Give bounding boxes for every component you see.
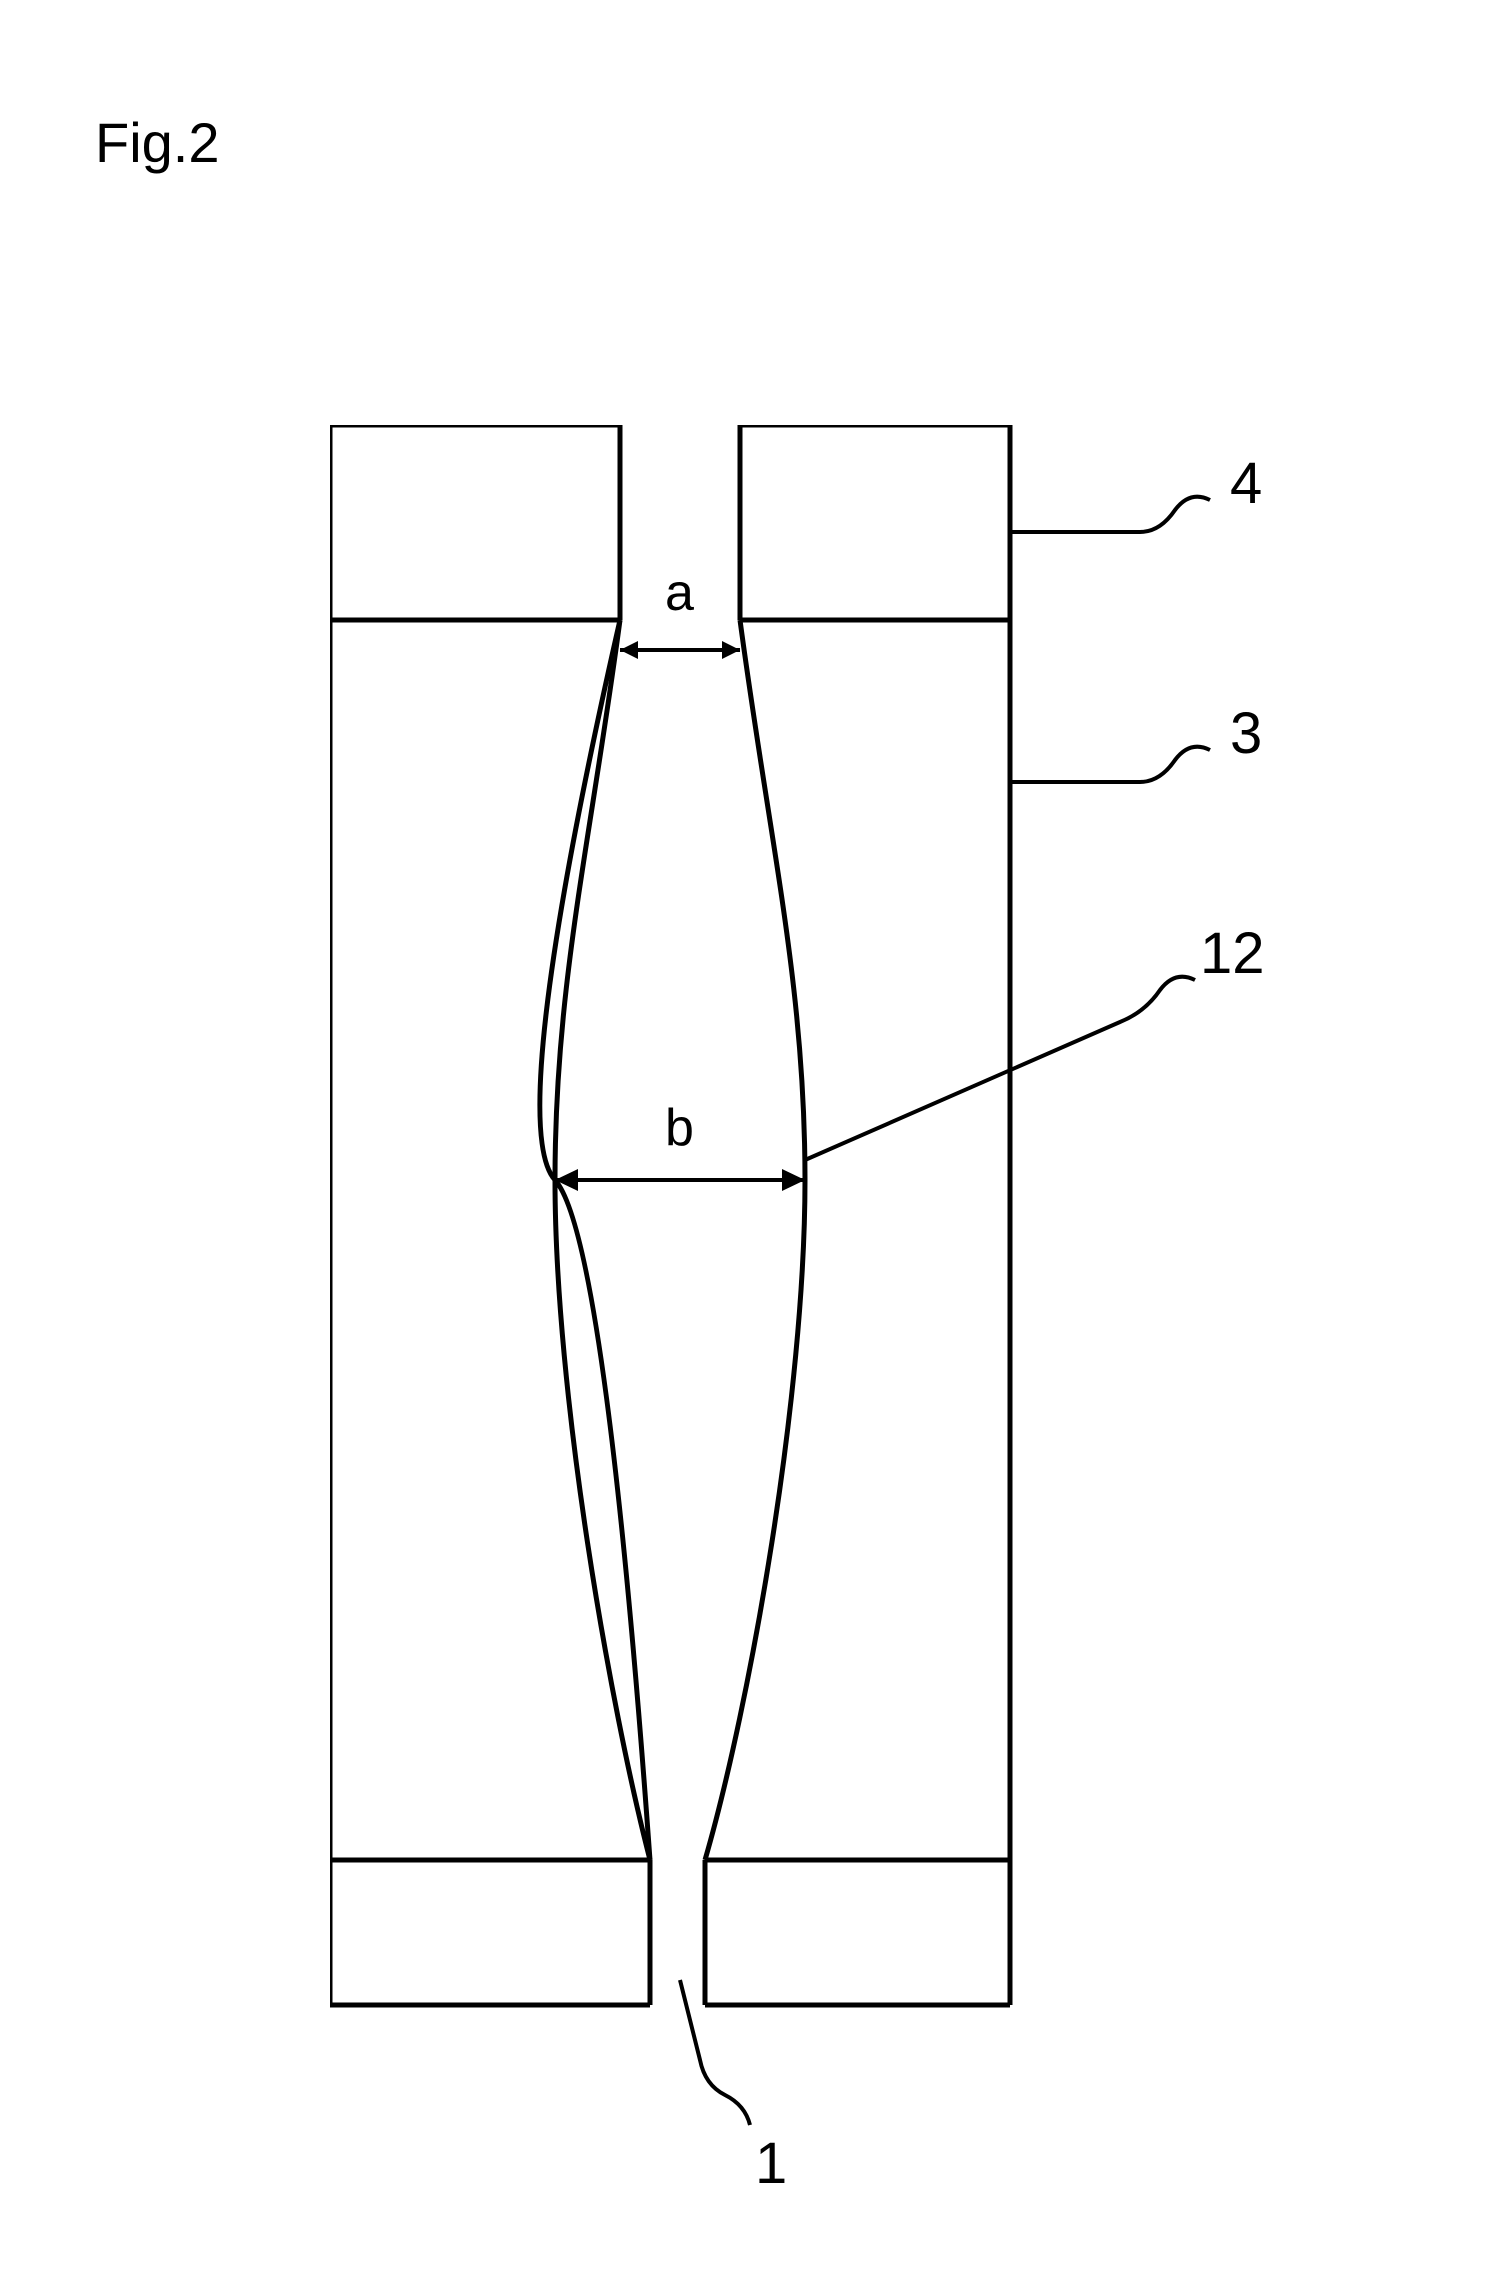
- right-bowed-curve: [705, 620, 805, 1860]
- dimension-a-arrow-right: [722, 641, 740, 659]
- leader-3: [1012, 747, 1210, 782]
- reference-4: 4: [1230, 450, 1262, 517]
- reference-12: 12: [1200, 920, 1265, 987]
- dimension-b-label: b: [665, 1098, 694, 1158]
- diagram-svg: [330, 425, 1030, 2025]
- reference-1: 1: [755, 2130, 787, 2197]
- dimension-a-label: a: [665, 563, 694, 623]
- dimension-b-arrow-right: [782, 1169, 805, 1191]
- diagram-container: [330, 425, 1030, 2030]
- figure-title: Fig.2: [95, 110, 220, 175]
- dimension-a-arrow-left: [620, 641, 638, 659]
- leader-4: [1012, 497, 1210, 532]
- reference-3: 3: [1230, 700, 1262, 767]
